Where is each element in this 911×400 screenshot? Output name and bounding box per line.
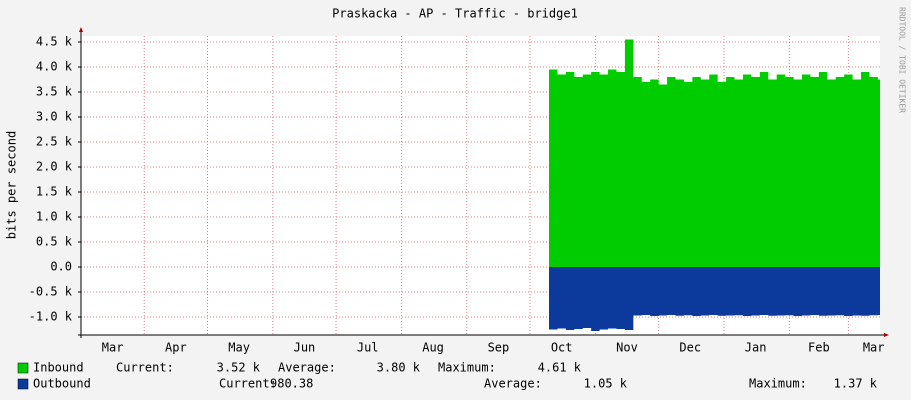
legend-label: Inbound — [33, 361, 84, 375]
chart-title: Praskacka - AP - Traffic - bridge1 — [332, 7, 578, 21]
x-tick-label: Jul — [357, 341, 379, 355]
legend-label: Outbound — [33, 377, 91, 391]
x-tick-label: Mar — [102, 341, 124, 355]
legend-stat-value: 3.80 k — [377, 361, 421, 375]
legend-stat-label: Maximum: — [749, 377, 807, 391]
x-tick-label: Dec — [679, 341, 701, 355]
legend-stat-label: Average: — [278, 361, 336, 375]
legend-stat-label: Average: — [484, 377, 542, 391]
y-tick-label: -1.0 k — [29, 310, 73, 324]
x-axis-arrow — [884, 333, 889, 337]
y-axis-label: bits per second — [5, 131, 19, 239]
x-tick-label: Sep — [488, 341, 510, 355]
y-tick-label: 3.0 k — [36, 110, 73, 124]
y-tick-label: -0.5 k — [29, 285, 73, 299]
y-axis-arrow — [79, 27, 83, 32]
x-tick-label: Aug — [422, 341, 444, 355]
legend-stat-value: 1.37 k — [834, 377, 878, 391]
watermark: RRDTOOL / TOBI OETIKER — [898, 7, 907, 113]
x-tick-label: Apr — [165, 341, 187, 355]
x-tick-label: Feb — [808, 341, 830, 355]
legend-stat-value: 3.52 k — [217, 361, 261, 375]
x-tick-label: Mar — [863, 341, 885, 355]
x-tick-label: Jun — [294, 341, 316, 355]
legend-stat-value: 980.38 — [270, 377, 313, 391]
y-tick-label: 4.5 k — [36, 35, 73, 49]
legend-stat-label: Current: — [219, 377, 277, 391]
y-tick-label: 2.5 k — [36, 135, 73, 149]
y-tick-label: 1.5 k — [36, 185, 73, 199]
legend-stat-value: 1.05 k — [584, 377, 628, 391]
legend-swatch — [17, 378, 29, 390]
legend-swatch — [17, 362, 29, 374]
y-tick-label: 2.0 k — [36, 160, 73, 174]
x-tick-label: Nov — [616, 341, 638, 355]
y-tick-label: 0.5 k — [36, 235, 73, 249]
area-0 — [549, 39, 880, 267]
area-1 — [549, 267, 880, 331]
y-tick-label: 3.5 k — [36, 85, 73, 99]
x-tick-label: Jan — [745, 341, 767, 355]
legend-stat-label: Current: — [116, 361, 174, 375]
y-tick-label: 4.0 k — [36, 60, 73, 74]
y-tick-label: 0.0 — [50, 260, 72, 274]
legend-stat-value: 4.61 k — [538, 361, 582, 375]
legend-stat-label: Maximum: — [438, 361, 496, 375]
x-tick-label: Oct — [551, 341, 573, 355]
y-tick-label: 1.0 k — [36, 210, 73, 224]
x-tick-label: May — [228, 341, 250, 355]
